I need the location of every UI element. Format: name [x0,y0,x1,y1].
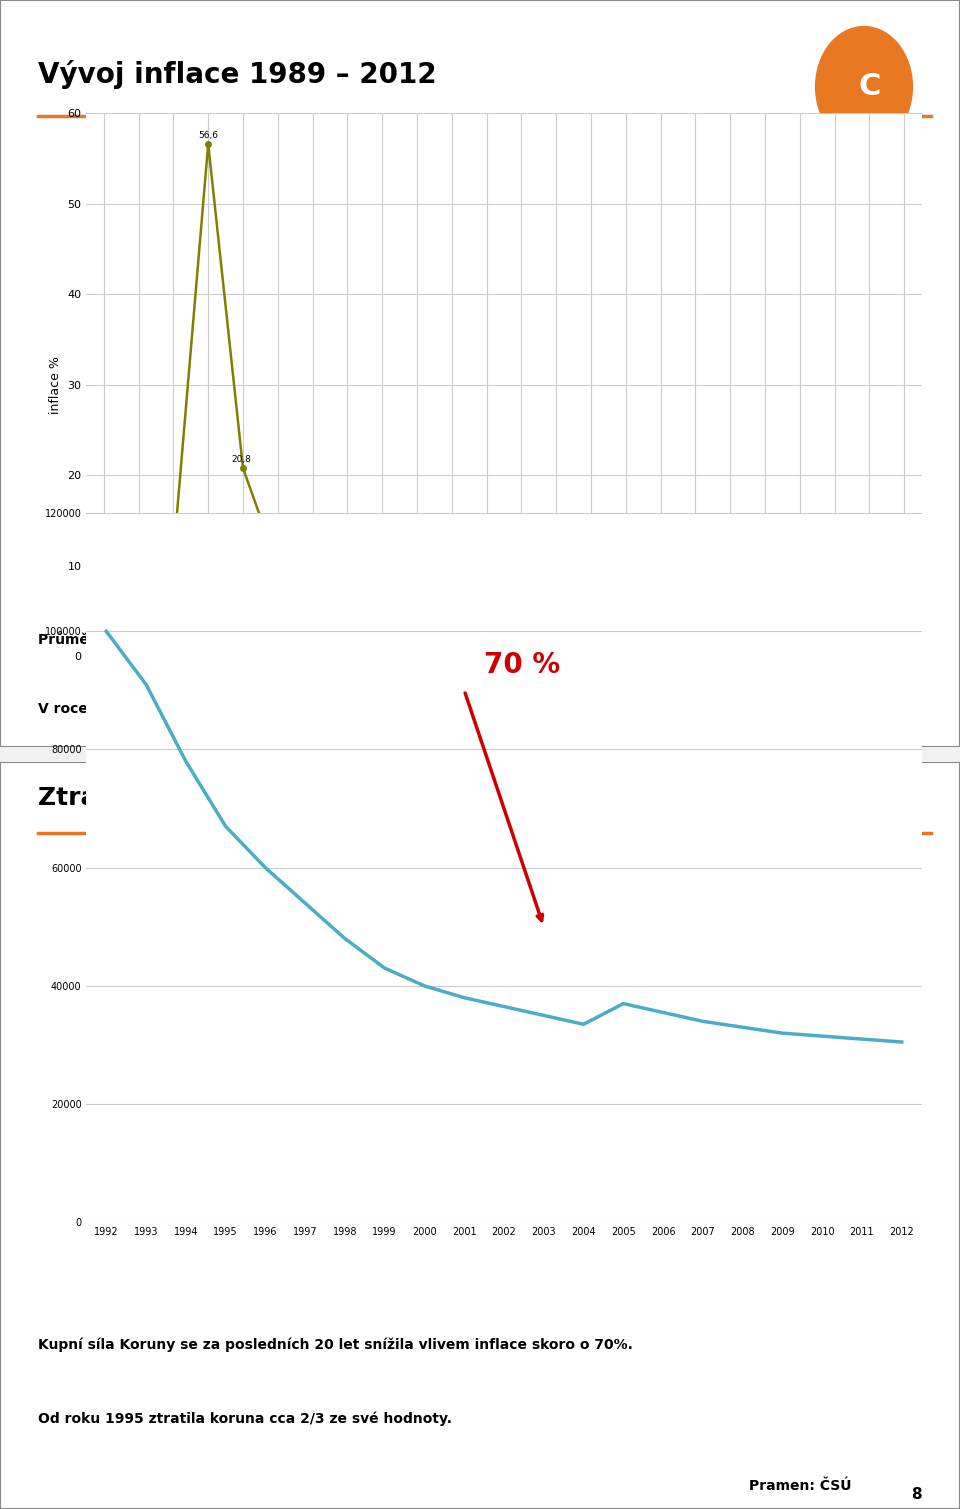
Text: Pramen: ČSÚ: Pramen: ČSÚ [749,1479,852,1492]
Text: 10,0: 10,0 [268,552,288,561]
Text: 9,7: 9,7 [132,555,146,564]
Text: 9,1: 9,1 [305,561,320,570]
Circle shape [816,767,912,886]
Text: 10,7: 10,7 [407,546,427,555]
Text: 4,7: 4,7 [515,601,528,610]
Text: 8,8: 8,8 [340,563,354,572]
FancyBboxPatch shape [0,0,960,747]
Text: 70 %: 70 % [484,650,561,679]
Text: 2,8: 2,8 [723,617,737,626]
Text: C: C [858,812,881,841]
Text: 1,9: 1,9 [862,626,876,635]
Text: Kupní síla Koruny se za posledních 20 let snížila vlivem inflace skoro o 70%.: Kupní síla Koruny se za posledních 20 le… [38,1337,634,1352]
Text: Od roku 1995 ztratila koruna cca 2/3 ze své hodnoty.: Od roku 1995 ztratila koruna cca 2/3 ze … [38,1412,452,1426]
Text: 2,8: 2,8 [619,617,633,626]
Text: 7: 7 [911,721,922,736]
Text: Pramen: ČSÚ: Pramen: ČSÚ [720,631,823,646]
Text: 1,4: 1,4 [97,631,110,640]
Text: V roce 2012 byla inflace 3,2% (predikce MF): V roce 2012 byla inflace 3,2% (predikce … [355,702,701,717]
Text: 56,6: 56,6 [198,131,218,140]
Text: 6,3: 6,3 [757,585,772,595]
Text: 11,1: 11,1 [163,543,183,552]
Text: 1,5: 1,5 [828,629,842,638]
Text: C: C [858,72,881,101]
Text: 20,8: 20,8 [231,454,252,463]
Text: V roce 2011 byla inflace 1,9%: V roce 2011 byla inflace 1,9% [38,702,271,717]
FancyBboxPatch shape [0,762,960,1509]
Text: 2,1: 2,1 [444,625,459,634]
Text: 3,9: 3,9 [479,608,493,617]
Circle shape [816,27,912,146]
Text: Ztráta hodnoty koruny: Ztráta hodnoty koruny [38,785,358,810]
Y-axis label: inflace %: inflace % [49,356,61,413]
Text: 8,5: 8,5 [375,576,390,585]
Text: 2,5: 2,5 [688,620,703,629]
Text: Průměrná roční inflace za posledních 20 let byla 5,615%: Průměrná roční inflace za posledních 20 … [38,631,479,647]
Text: 0,1: 0,1 [584,643,598,652]
Text: 1,9: 1,9 [654,626,668,635]
Text: 3,2: 3,2 [898,614,911,623]
Text: Vývoj inflace 1989 – 2012: Vývoj inflace 1989 – 2012 [38,60,437,89]
Text: 1,0: 1,0 [793,634,807,643]
Text: 1,8: 1,8 [549,626,564,635]
Text: 8: 8 [911,1486,922,1501]
